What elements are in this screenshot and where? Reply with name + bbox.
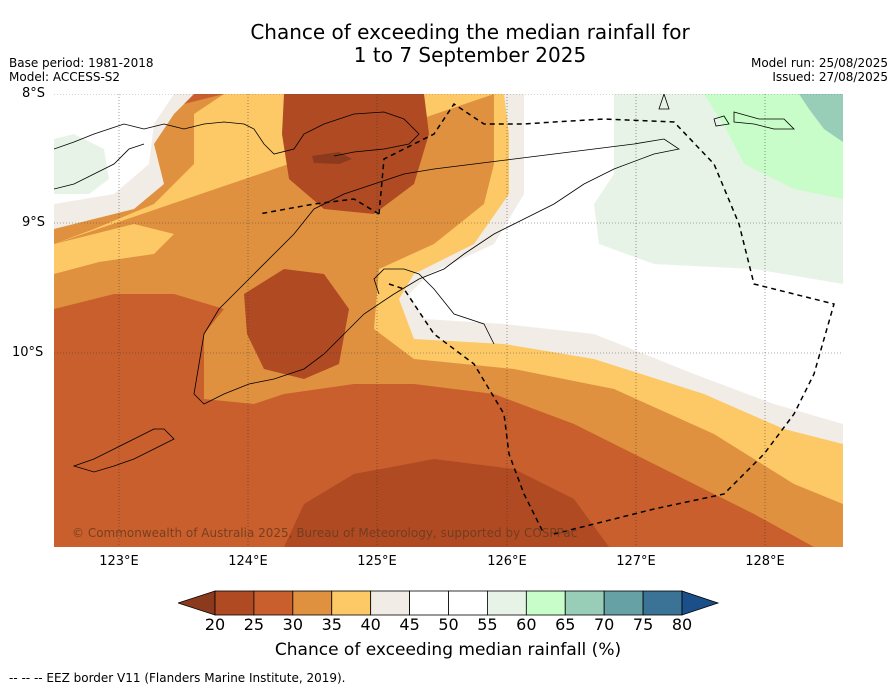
band-20-25-central — [244, 269, 349, 379]
colorbar-tick-label: 70 — [593, 615, 615, 634]
colorbar-tick-label: 20 — [204, 615, 226, 634]
colorbar-tick-label: 75 — [632, 615, 654, 634]
colorbar-box — [409, 590, 449, 616]
colorbar-tick-label: 55 — [477, 615, 498, 634]
colorbar-box — [370, 590, 410, 616]
colorbar-tick-label: 60 — [516, 615, 537, 634]
rainfall-map — [54, 94, 843, 547]
lon-label-127e: 127°E — [616, 554, 656, 569]
colorbar-tick-label: 35 — [321, 615, 342, 634]
coastlines — [54, 94, 795, 473]
lat-label-8s: 8°S — [22, 86, 46, 101]
eez-footer-note: -- -- -- EEZ border V11 (Flanders Marine… — [9, 671, 346, 685]
colorbar-extend-high — [681, 590, 720, 616]
colorbar-tick-label: 50 — [438, 615, 459, 634]
lat-label-10s: 10°S — [12, 345, 44, 360]
colorbar-box — [292, 590, 333, 616]
lon-label-126e: 126°E — [487, 554, 527, 569]
band-60-65 — [704, 94, 843, 199]
lon-label-123e: 123°E — [99, 554, 139, 569]
colorbar-tick-label: 30 — [282, 615, 303, 634]
band-55-60 — [54, 94, 843, 284]
colorbar-box — [253, 590, 294, 616]
lat-label-9s: 9°S — [22, 215, 46, 230]
band-20-25-south — [284, 459, 609, 547]
colorbar-box — [603, 590, 644, 616]
colorbar-box — [564, 590, 605, 616]
colorbar-box — [487, 590, 527, 616]
band-65-70 — [799, 94, 843, 142]
band-15-20-spot — [312, 152, 352, 164]
colorbar-box — [525, 590, 566, 616]
colorbar-label: Chance of exceeding median rainfall (%) — [274, 640, 622, 660]
colorbar-tick-label: 65 — [555, 615, 576, 634]
colorbar-tick-label: 45 — [399, 615, 420, 634]
base-period: Base period: 1981-2018 — [9, 56, 154, 70]
colorbar — [178, 590, 720, 616]
colorbar-box — [642, 590, 683, 616]
colorbar-extend-low — [178, 590, 216, 616]
colorbar-box — [331, 590, 372, 616]
band-20-25-north — [282, 94, 429, 214]
copyright-notice: © Commonwealth of Australia 2025, Bureau… — [72, 526, 578, 540]
colorbar-tick-label: 40 — [360, 615, 381, 634]
model-run: Model run: 25/08/2025 — [750, 56, 888, 70]
title-line-1: Chance of exceeding the median rainfall … — [250, 20, 690, 44]
lon-label-128e: 128°E — [745, 554, 785, 569]
title-line-2: 1 to 7 September 2025 — [353, 43, 587, 67]
lon-label-125e: 125°E — [357, 554, 397, 569]
issued-date: Issued: 27/08/2025 — [772, 70, 888, 84]
graticule — [54, 94, 843, 547]
eez-border — [378, 102, 835, 535]
lon-label-124e: 124°E — [228, 554, 268, 569]
model-name: Model: ACCESS-S2 — [9, 70, 121, 84]
colorbar-tick-label: 80 — [671, 615, 693, 634]
colorbar-tick-label: 25 — [243, 615, 265, 634]
eez-border-2 — [258, 198, 545, 535]
colorbar-box — [448, 590, 488, 616]
colorbar-box — [214, 590, 255, 616]
